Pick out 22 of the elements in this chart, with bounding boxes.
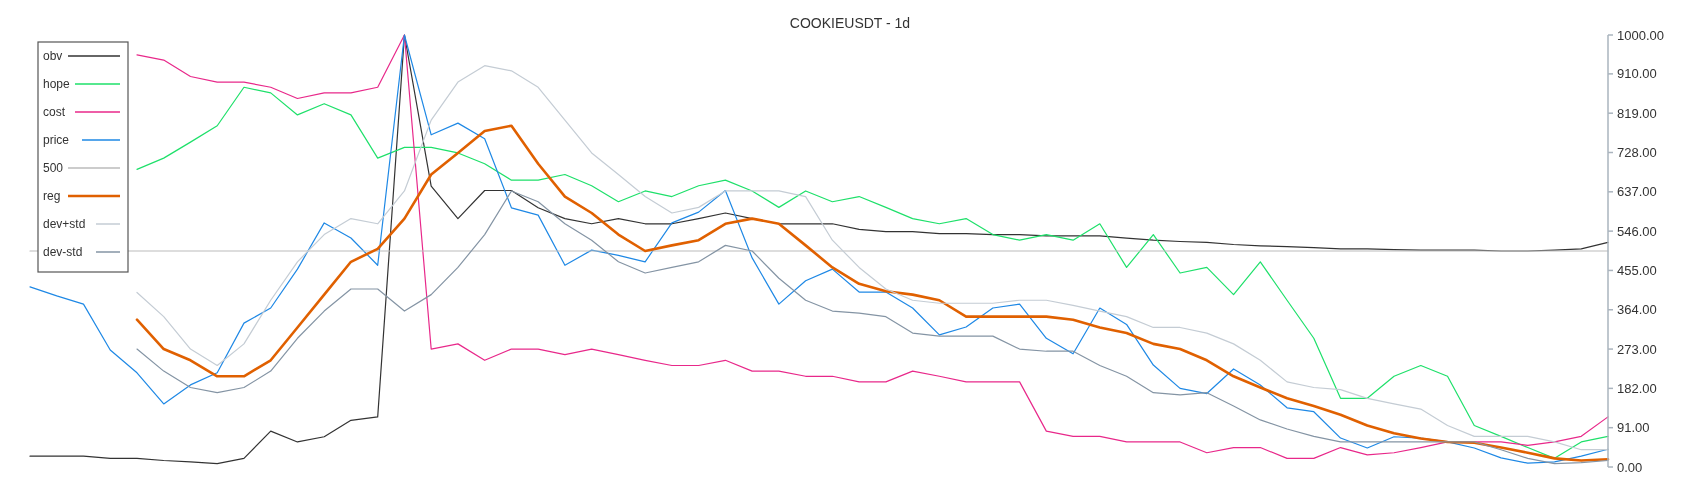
chart-title: COOKIEUSDT - 1d bbox=[789, 15, 911, 31]
legend-label: price bbox=[43, 133, 70, 148]
legend-label: hope bbox=[43, 77, 71, 92]
y-tick-label: 364.00 bbox=[1617, 302, 1657, 318]
legend-label: reg bbox=[43, 189, 61, 204]
y-tick-label: 273.00 bbox=[1617, 341, 1657, 357]
legend-label: cost bbox=[43, 105, 66, 120]
y-tick-label: 91.00 bbox=[1617, 420, 1650, 436]
y-tick-label: 910.00 bbox=[1617, 66, 1657, 82]
y-tick-label: 546.00 bbox=[1617, 223, 1657, 239]
y-tick-label: 182.00 bbox=[1617, 380, 1657, 396]
legend-label: obv bbox=[43, 49, 63, 64]
y-tick-label: 819.00 bbox=[1617, 105, 1657, 121]
legend-label: 500 bbox=[43, 161, 64, 176]
y-tick-label: 637.00 bbox=[1617, 184, 1657, 200]
legend-label: dev+std bbox=[43, 217, 86, 232]
y-tick-label: 455.00 bbox=[1617, 262, 1657, 278]
legend-label: dev-std bbox=[43, 245, 83, 260]
line-series bbox=[136, 190, 1609, 465]
y-tick-label: 0.00 bbox=[1617, 459, 1643, 475]
y-tick-label: 728.00 bbox=[1617, 145, 1657, 161]
y-tick-label: 1000.00 bbox=[1617, 27, 1664, 43]
